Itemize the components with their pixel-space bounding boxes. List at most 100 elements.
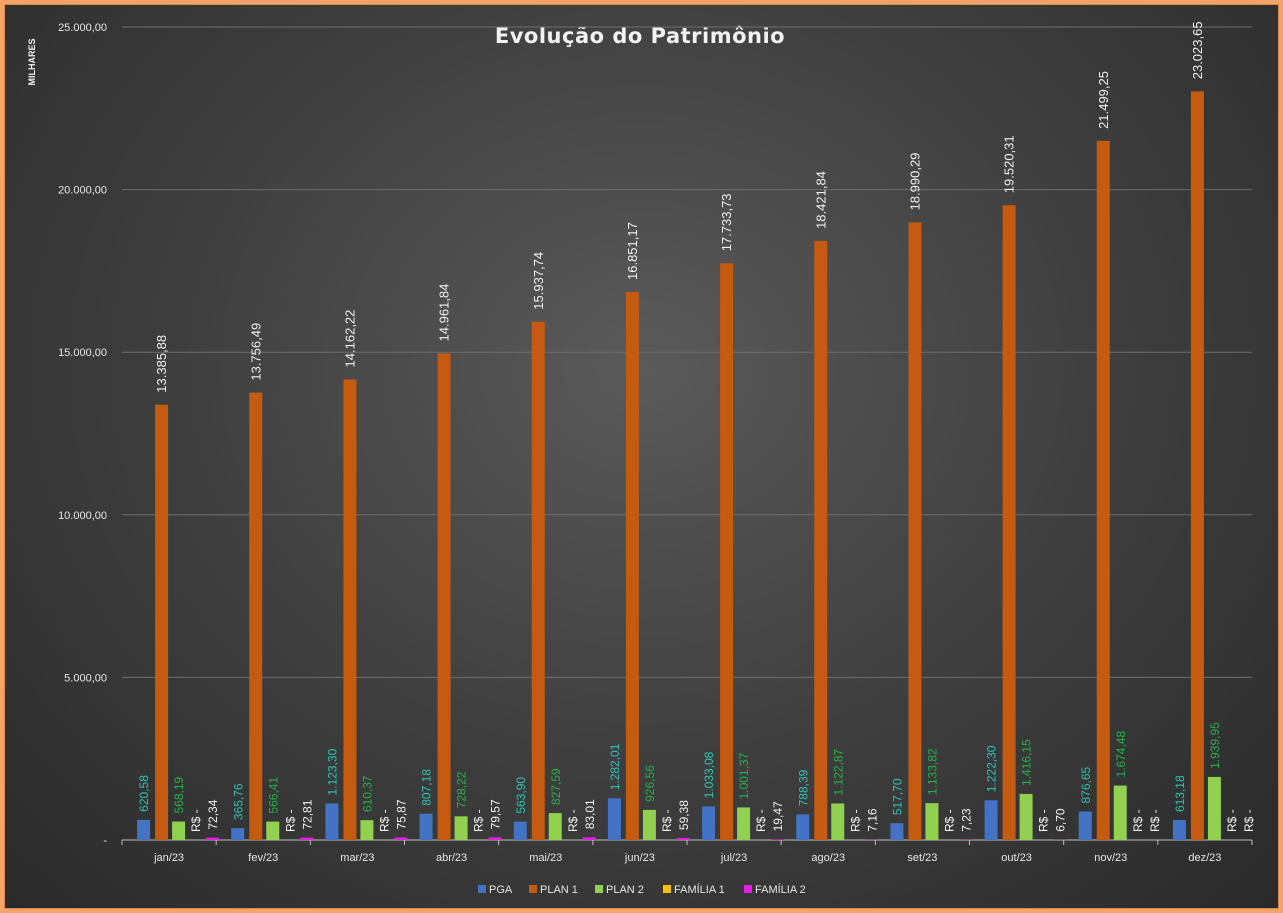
- bar-plan-1: [437, 353, 451, 840]
- bar-plan-1: [908, 222, 922, 840]
- bar-plan-1: [720, 263, 734, 841]
- y-tick-label: 20.000,00: [58, 185, 107, 197]
- x-tick-label: jul/23: [720, 852, 747, 864]
- x-tick-label: dez/23: [1188, 852, 1221, 864]
- bar-pga: [231, 828, 245, 840]
- bar-fam-lia-2: [206, 837, 220, 840]
- data-label: R$ -: [189, 809, 203, 832]
- data-label: 1.416,15: [1020, 739, 1034, 786]
- bar-plan-2: [737, 807, 751, 840]
- bar-plan-2: [172, 821, 186, 840]
- y-tick-label: -: [103, 835, 107, 847]
- data-label: R$ -: [283, 809, 297, 832]
- x-tick-label: jan/23: [153, 852, 184, 864]
- bar-plan-1: [343, 379, 357, 840]
- bar-plan-2: [1113, 785, 1127, 840]
- bar-pga: [984, 800, 998, 840]
- data-label: R$ -: [660, 809, 674, 832]
- legend-swatch: [744, 885, 752, 893]
- bar-pga: [513, 821, 527, 840]
- data-label: R$ -: [848, 809, 862, 832]
- data-label: 563,90: [514, 777, 528, 814]
- bar-plan-2: [454, 816, 468, 840]
- bar-pga: [702, 806, 716, 840]
- data-label: 566,41: [266, 777, 280, 814]
- data-label: 1.222,30: [985, 745, 999, 792]
- data-label: R$ -: [1131, 809, 1145, 832]
- y-unit-label: MILHARES: [27, 39, 37, 86]
- data-label: 517,70: [890, 778, 904, 815]
- data-label: 21.499,25: [1096, 71, 1111, 129]
- data-label: 14.162,22: [342, 310, 357, 368]
- data-label: 827,59: [549, 768, 563, 805]
- y-tick-label: 10.000,00: [58, 510, 107, 522]
- legend-label: FAMÍLIA 1: [674, 883, 725, 896]
- data-label: 23.023,65: [1190, 21, 1205, 79]
- data-label: 728,22: [455, 771, 469, 808]
- bar-fam-lia-2: [771, 839, 785, 840]
- data-label: R$ -: [566, 809, 580, 832]
- data-label: R$ -: [1225, 809, 1239, 832]
- bar-plan-1: [531, 321, 545, 840]
- bar-fam-lia-2: [488, 837, 502, 840]
- data-label: 1.282,01: [608, 743, 622, 790]
- data-label: 19.520,31: [1002, 135, 1017, 193]
- data-label: 610,37: [360, 775, 374, 812]
- data-label: 7,23: [959, 808, 973, 832]
- data-label: 19,47: [771, 801, 785, 831]
- bar-pga: [1172, 820, 1186, 840]
- bar-plan-1: [155, 404, 169, 840]
- bar-pga: [796, 814, 810, 840]
- legend-swatch: [529, 885, 537, 893]
- x-tick-label: jun/23: [624, 852, 655, 864]
- data-label: 613,18: [1173, 775, 1187, 812]
- data-label: R$ -: [1148, 809, 1162, 832]
- chart-title: Evolução do Patrimônio: [495, 24, 785, 48]
- x-tick-label: out/23: [1001, 852, 1032, 864]
- data-label: 15.937,74: [531, 252, 546, 310]
- bar-plan-1: [1096, 140, 1110, 841]
- data-label: 17.733,73: [719, 193, 734, 251]
- bar-plan-2: [925, 803, 939, 840]
- bar-fam-lia-2: [394, 837, 408, 840]
- bar-plan-1: [814, 240, 828, 841]
- data-label: 1.133,82: [925, 748, 939, 795]
- data-label: R$ -: [1242, 809, 1256, 832]
- bar-pga: [325, 803, 339, 840]
- bar-fam-lia-2: [582, 837, 596, 840]
- data-label: R$ -: [377, 809, 391, 832]
- data-label: 6,70: [1054, 808, 1068, 832]
- bar-plan-2: [642, 809, 656, 840]
- bar-plan-1: [249, 392, 263, 840]
- data-label: 14.961,84: [437, 284, 452, 342]
- data-label: R$ -: [472, 809, 486, 832]
- chart-area: [4, 4, 1279, 909]
- data-label: 926,56: [643, 765, 657, 802]
- y-tick-label: 25.000,00: [58, 22, 107, 34]
- data-label: 16.851,17: [625, 222, 640, 280]
- bar-pga: [890, 823, 904, 840]
- data-label: 788,39: [796, 769, 810, 806]
- data-label: 59,38: [677, 800, 691, 830]
- y-tick-label: 5.000,00: [64, 672, 107, 684]
- data-label: 620,58: [137, 775, 151, 812]
- data-label: 7,16: [865, 808, 879, 832]
- data-label: 18.990,29: [907, 153, 922, 211]
- data-label: 876,65: [1079, 766, 1093, 803]
- data-label: R$ -: [942, 809, 956, 832]
- data-label: 72,34: [206, 799, 220, 829]
- bar-plan-1: [1190, 91, 1204, 841]
- bar-plan-2: [831, 803, 845, 840]
- bar-pga: [137, 819, 151, 840]
- bar-fam-lia-2: [300, 837, 314, 840]
- bar-plan-1: [625, 291, 639, 840]
- data-label: 13.756,49: [248, 323, 263, 381]
- data-label: 1.122,87: [831, 748, 845, 795]
- bar-plan-2: [266, 821, 280, 840]
- x-tick-label: nov/23: [1094, 852, 1127, 864]
- data-label: 807,18: [420, 769, 434, 806]
- legend-label: FAMÍLIA 2: [755, 883, 806, 896]
- legend-label: PGA: [489, 884, 513, 896]
- bar-plan-1: [1002, 205, 1016, 840]
